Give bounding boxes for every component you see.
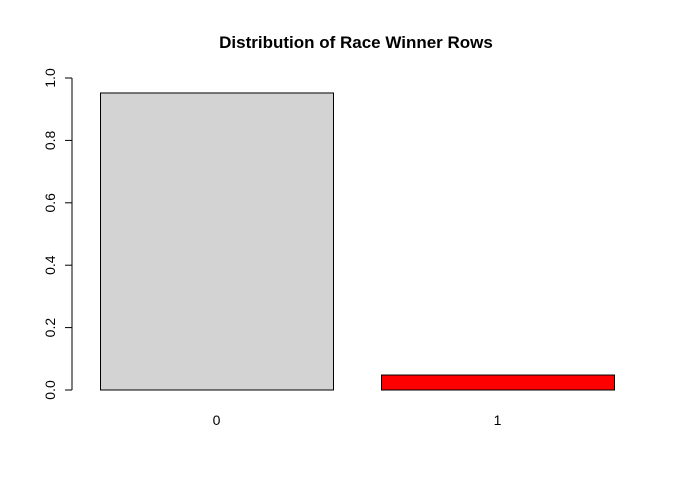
y-tick-label: 1.0 (42, 68, 58, 88)
chart-title: Distribution of Race Winner Rows (219, 33, 493, 52)
x-tick-label: 0 (213, 412, 221, 428)
x-tick-label: 1 (494, 412, 502, 428)
y-tick-label: 0.0 (42, 380, 58, 400)
bar-0 (100, 92, 334, 391)
y-tick-label: 0.8 (42, 130, 58, 150)
bar-1 (381, 374, 615, 391)
y-tick-label: 0.6 (42, 193, 58, 213)
y-axis: 0.0 0.2 0.4 0.6 0.8 1.0 (42, 68, 73, 400)
y-tick-label: 0.2 (42, 318, 58, 338)
bars (100, 92, 615, 391)
y-tick-label: 0.4 (42, 255, 58, 275)
